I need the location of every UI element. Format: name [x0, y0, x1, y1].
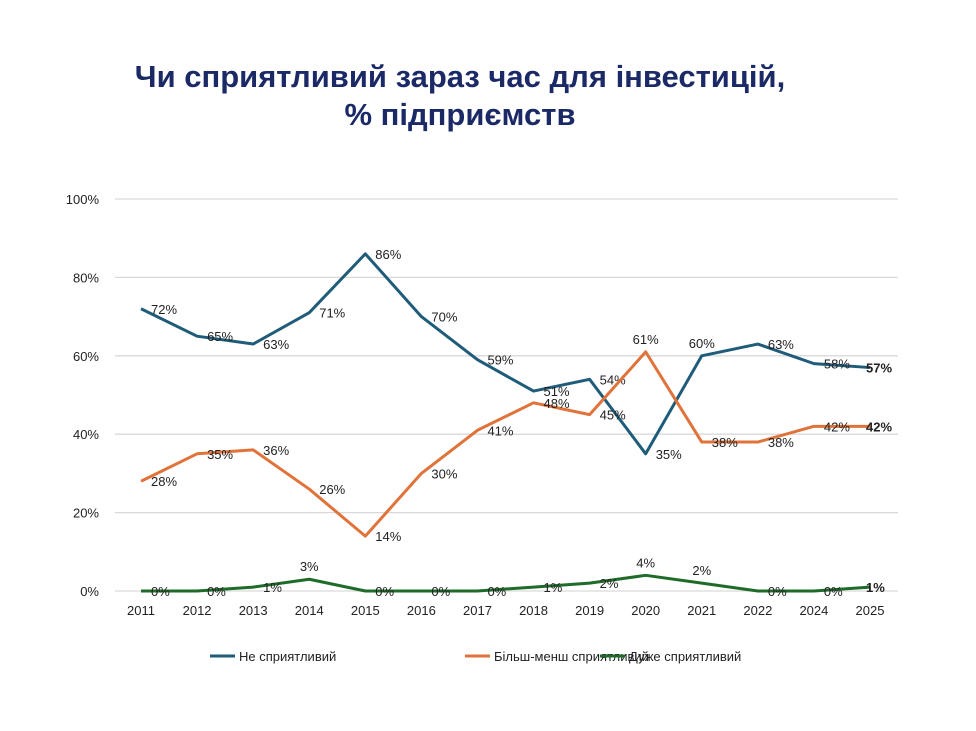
data-label: 0% — [431, 584, 450, 599]
data-label: 35% — [656, 447, 682, 462]
data-label: 3% — [300, 559, 319, 574]
data-label: 63% — [263, 337, 289, 352]
data-label: 54% — [600, 372, 626, 387]
data-label: 65% — [207, 329, 233, 344]
data-label: 0% — [151, 584, 170, 599]
data-label: 57% — [866, 361, 892, 376]
x-tick-label: 2021 — [687, 603, 716, 618]
data-label: 36% — [263, 443, 289, 458]
data-label: 26% — [319, 482, 345, 497]
data-label: 0% — [768, 584, 787, 599]
data-label: 1% — [866, 580, 885, 595]
data-label: 28% — [151, 474, 177, 489]
legend-label: Дуже сприятливий — [629, 649, 741, 664]
data-label: 70% — [431, 310, 457, 325]
data-label: 72% — [151, 302, 177, 317]
x-tick-label: 2024 — [799, 603, 828, 618]
data-label: 2% — [692, 563, 711, 578]
x-tick-label: 2011 — [127, 603, 155, 618]
x-tick-label: 2022 — [743, 603, 772, 618]
data-label: 63% — [768, 337, 794, 352]
data-label: 0% — [824, 584, 843, 599]
data-label: 59% — [487, 353, 513, 368]
legend-label: Не сприятливий — [239, 649, 336, 664]
x-tick-label: 2013 — [239, 603, 268, 618]
series-line-1 — [140, 252, 871, 456]
data-label: 86% — [375, 247, 401, 262]
series-line-2 — [140, 350, 870, 538]
data-label: 1% — [544, 580, 563, 595]
data-label: 0% — [207, 584, 226, 599]
legend-label: Більш-менш сприятливий — [494, 649, 649, 664]
data-label: 38% — [712, 435, 738, 450]
data-label: 48% — [544, 396, 570, 411]
data-label: 14% — [375, 529, 401, 544]
y-tick-label: 80% — [73, 270, 99, 285]
x-tick-label: 2012 — [183, 603, 212, 618]
data-label: 58% — [824, 357, 850, 372]
y-tick-label: 60% — [73, 349, 99, 364]
x-tick-label: 2019 — [575, 603, 604, 618]
data-label: 4% — [636, 555, 655, 570]
data-label: 42% — [824, 419, 850, 434]
y-tick-label: 0% — [80, 584, 99, 599]
data-label: 35% — [207, 447, 233, 462]
data-label: 71% — [319, 306, 345, 321]
data-label: 0% — [487, 584, 506, 599]
data-label: 1% — [263, 580, 282, 595]
data-label: 61% — [633, 332, 659, 347]
x-tick-label: 2017 — [463, 603, 492, 618]
y-tick-label: 100% — [66, 192, 100, 207]
y-tick-label: 40% — [73, 427, 99, 442]
data-label: 60% — [689, 336, 715, 351]
data-label: 42% — [866, 419, 892, 434]
chart-title-line-1: Чи сприятливий зараз час для інвестицій, — [134, 59, 786, 94]
chart-title-line-2: % підприємств — [344, 97, 576, 132]
y-tick-label: 20% — [73, 506, 99, 521]
data-label: 41% — [487, 423, 513, 438]
x-tick-label: 2014 — [295, 603, 324, 618]
data-label: 30% — [431, 466, 457, 481]
x-tick-label: 2016 — [407, 603, 436, 618]
data-label: 2% — [600, 576, 619, 591]
chart-title: Чи сприятливий зараз час для інвестицій,… — [0, 58, 920, 134]
data-label: 45% — [600, 408, 626, 423]
x-tick-label: 2020 — [631, 603, 660, 618]
data-label: 0% — [375, 584, 394, 599]
series-line-3 — [141, 573, 871, 593]
data-label: 38% — [768, 435, 794, 450]
x-tick-label: 2025 — [856, 603, 885, 618]
x-tick-label: 2015 — [351, 603, 380, 618]
x-tick-label: 2018 — [519, 603, 548, 618]
data-label: 51% — [544, 384, 570, 399]
